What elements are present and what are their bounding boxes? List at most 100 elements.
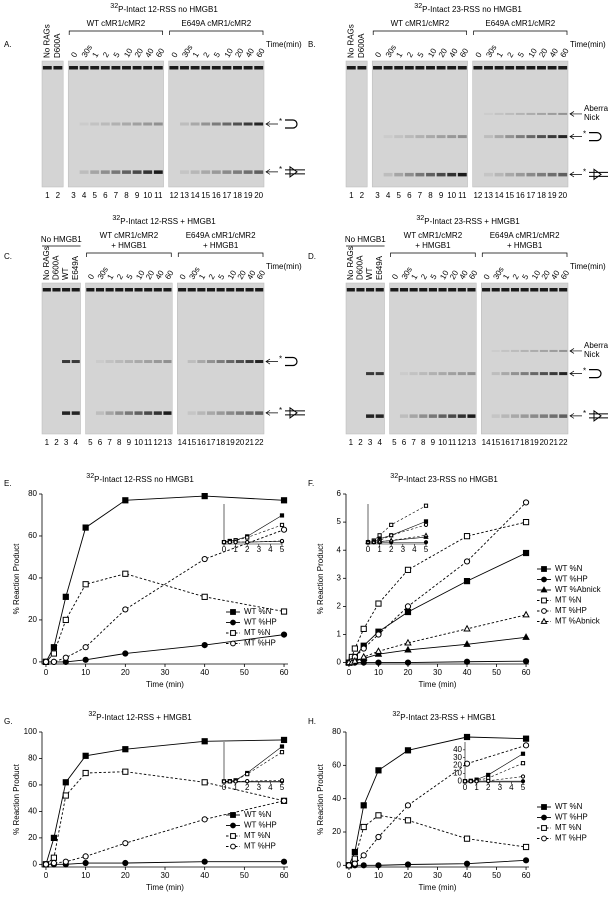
marker [541, 566, 547, 572]
y-tick-label: 0 [337, 658, 342, 667]
marker [404, 802, 412, 809]
gel-band [409, 372, 418, 376]
annotation: Nick [584, 113, 601, 122]
inset-x-tick-label: 0 [222, 783, 227, 792]
band-star: * [279, 355, 282, 364]
gel-band [122, 122, 131, 126]
gel-band [105, 411, 114, 415]
legend-label: WT %HP [244, 618, 277, 627]
y-tick-label: 2 [337, 602, 342, 611]
annotation: Nick [584, 350, 601, 359]
group-label: WT cMR1/cMR2 [87, 19, 146, 28]
marker [375, 862, 382, 869]
lane-number: 14 [191, 191, 200, 200]
group-label: WT cMR1/cMR2 [100, 231, 159, 240]
gel-band [95, 360, 105, 364]
gel-band [419, 288, 428, 292]
time-label: 60 [154, 46, 167, 59]
band-star: * [583, 409, 586, 418]
gel-band [201, 66, 211, 70]
inset-x-tick-label: 1 [233, 545, 238, 554]
lane-number: 11 [144, 438, 153, 447]
gel-band [549, 349, 558, 352]
marker [360, 652, 368, 660]
marker [62, 858, 69, 865]
time-label: 5 [212, 50, 222, 59]
gel-band [245, 288, 254, 292]
time-label: 1 [495, 50, 505, 59]
gel-band [122, 170, 131, 174]
lane-number: 7 [114, 191, 119, 200]
inset-y-tick-label: 40 [453, 745, 462, 754]
gel-band [457, 288, 466, 292]
marker [404, 608, 412, 616]
lane-number: 9 [439, 191, 444, 200]
inset-y-tick-label: 20 [453, 761, 462, 770]
gel-band [537, 135, 546, 139]
x-tick-label: 50 [492, 668, 501, 677]
time-label: 5 [112, 50, 122, 59]
time-label: 5 [416, 50, 426, 59]
lane-number: 2 [54, 438, 59, 447]
gel-band [547, 66, 557, 70]
lane-number: 12 [473, 191, 482, 200]
marker [520, 761, 526, 766]
gel-band [404, 172, 414, 177]
gel-band [383, 172, 393, 177]
gel-band [122, 66, 131, 70]
time-label: 0 [69, 50, 79, 59]
y-tick-label: 20 [332, 827, 341, 836]
gel-band [211, 66, 221, 70]
marker [279, 513, 285, 518]
gel-band [132, 170, 142, 174]
gel-band [484, 135, 493, 139]
gel-band [187, 288, 196, 292]
gel-band [505, 112, 515, 115]
gel-band [95, 288, 105, 292]
x-tick-label: 0 [347, 668, 352, 677]
gel-band [549, 372, 558, 376]
time-label: 5 [520, 272, 530, 281]
time-label: 0 [390, 272, 400, 281]
marker [82, 644, 89, 651]
marker [423, 540, 429, 545]
gel-band [243, 170, 253, 174]
gel-band [235, 360, 244, 364]
panel-letter: E. [4, 479, 12, 488]
gel-band [501, 288, 510, 292]
gel-band [254, 170, 264, 174]
marker [82, 853, 89, 860]
x-axis-label: Time (min) [146, 680, 184, 689]
gel-band [526, 112, 536, 115]
gel-band [62, 411, 71, 415]
marker [122, 497, 129, 504]
lane-number: 6 [402, 438, 407, 447]
panel-letter: G. [4, 717, 12, 726]
marker [62, 616, 69, 624]
group-bracket [68, 30, 163, 35]
gel-band [180, 170, 189, 174]
marker [360, 823, 367, 831]
marker [389, 522, 394, 527]
time-label: 1 [105, 272, 115, 281]
gel-band [558, 172, 568, 177]
time-label: 1 [90, 50, 100, 59]
gel-band [539, 414, 548, 418]
legend-label: WT %HP [555, 813, 588, 822]
marker [463, 658, 471, 665]
gel-band [467, 288, 476, 292]
marker [463, 733, 471, 741]
title-text: P-Intact 23-RSS no HMGB1 [398, 475, 498, 484]
hairpin-icon [589, 132, 602, 142]
legend-label: MT %HP [244, 842, 276, 851]
lane-number: 9 [431, 438, 436, 447]
gel-band [491, 372, 500, 376]
marker [245, 539, 250, 545]
gel-band [419, 372, 428, 376]
marker [375, 767, 382, 774]
x-tick-label: 30 [161, 871, 170, 880]
x-tick-label: 40 [200, 668, 209, 677]
group-label: E649A cMR1/cMR2 [186, 231, 256, 240]
gel-band [226, 288, 235, 292]
y-tick-label: 80 [28, 754, 37, 763]
